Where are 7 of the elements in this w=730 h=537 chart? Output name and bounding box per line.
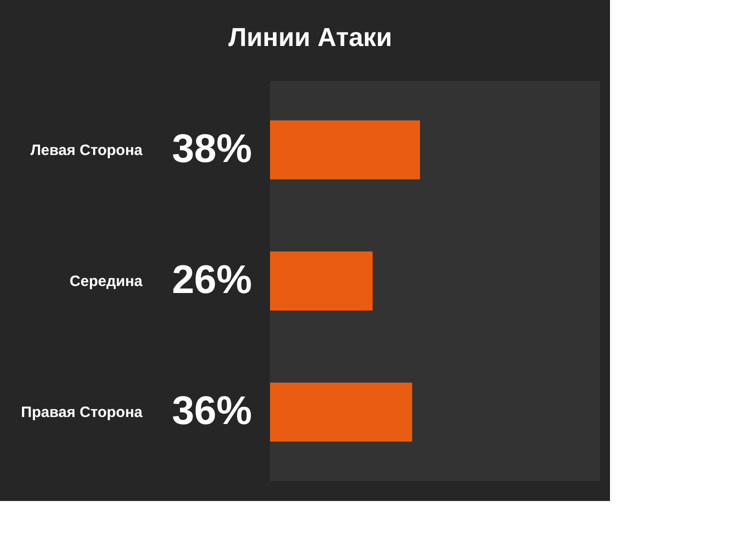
y-tick-label: Середина xyxy=(70,273,144,290)
y-tick-label: Левая Сторона xyxy=(30,142,144,159)
data-label: 36% xyxy=(172,389,252,434)
chart-title: Линии Атаки xyxy=(228,22,392,52)
y-tick-label: Правая Сторона xyxy=(21,404,144,422)
data-label: 38% xyxy=(172,126,252,171)
data-label: 26% xyxy=(172,258,252,302)
